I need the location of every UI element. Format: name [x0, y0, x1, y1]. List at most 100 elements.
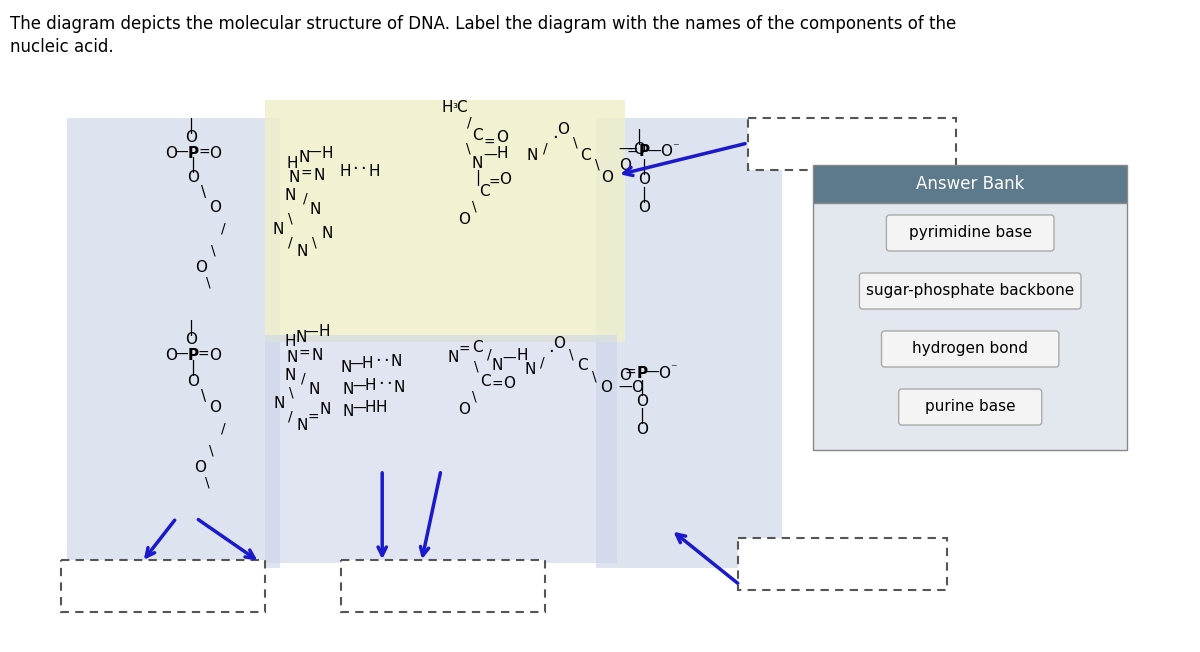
Text: /: / — [487, 347, 491, 361]
Text: \: \ — [209, 443, 214, 457]
Text: N: N — [390, 355, 402, 370]
Text: O: O — [636, 394, 648, 409]
Text: N: N — [274, 396, 284, 411]
Text: /: / — [288, 235, 293, 249]
Text: N: N — [296, 419, 307, 434]
Text: N: N — [312, 349, 323, 364]
Text: |: | — [191, 157, 196, 173]
Text: \: \ — [594, 158, 599, 172]
Text: —: — — [648, 145, 661, 159]
Text: \: \ — [211, 243, 216, 257]
Text: ·: · — [548, 343, 553, 361]
Text: \: \ — [206, 276, 211, 290]
Text: =: = — [301, 167, 312, 181]
Text: |: | — [641, 159, 647, 175]
Text: H: H — [442, 100, 452, 115]
Text: |: | — [640, 408, 644, 424]
Text: =: = — [198, 146, 210, 160]
Text: O: O — [553, 336, 565, 351]
Text: \: \ — [289, 386, 293, 400]
Text: H: H — [365, 379, 376, 394]
Bar — [748, 118, 956, 170]
Text: \: \ — [572, 136, 577, 150]
Text: —: — — [307, 146, 322, 160]
Text: H: H — [516, 349, 528, 364]
Text: ·: · — [376, 352, 382, 370]
Text: —: — — [350, 358, 364, 372]
Text: /: / — [221, 221, 226, 235]
Text: ·: · — [352, 160, 358, 178]
Bar — [67, 118, 281, 568]
Text: /: / — [301, 371, 306, 385]
Text: H: H — [376, 400, 386, 415]
Text: N: N — [310, 203, 322, 218]
Text: \: \ — [205, 475, 210, 489]
Text: O: O — [619, 368, 631, 383]
Text: N: N — [284, 188, 295, 203]
Text: O: O — [210, 145, 222, 160]
Text: —: — — [618, 143, 632, 157]
Text: H: H — [368, 164, 380, 179]
Text: C: C — [456, 100, 467, 115]
Text: /: / — [288, 409, 293, 423]
Text: N: N — [472, 155, 482, 171]
Text: pyrimidine base: pyrimidine base — [908, 226, 1032, 241]
Text: =: = — [484, 136, 494, 150]
Text: O: O — [638, 201, 650, 216]
Text: |: | — [191, 360, 196, 376]
Text: O: O — [659, 366, 671, 381]
Text: —: — — [484, 149, 497, 163]
Text: N: N — [448, 351, 458, 366]
Text: H: H — [284, 334, 296, 349]
Text: /: / — [221, 421, 226, 435]
Text: N: N — [296, 244, 307, 259]
Text: H: H — [365, 400, 376, 415]
Text: ⁻: ⁻ — [672, 141, 678, 155]
Text: O: O — [166, 348, 178, 363]
Text: H: H — [340, 164, 350, 179]
Text: |: | — [640, 380, 644, 396]
Text: O: O — [185, 333, 197, 348]
Text: —: — — [353, 402, 366, 416]
Bar — [596, 118, 782, 568]
Text: =: = — [488, 176, 499, 190]
Text: N: N — [287, 351, 298, 366]
Text: P: P — [187, 145, 199, 160]
Text: O: O — [187, 171, 199, 186]
Text: N: N — [284, 368, 295, 383]
Text: P: P — [638, 145, 649, 160]
Text: O: O — [210, 348, 222, 363]
Bar — [738, 538, 947, 590]
Text: The diagram depicts the molecular structure of DNA. Label the diagram with the n: The diagram depicts the molecular struct… — [10, 15, 956, 33]
Text: O: O — [619, 158, 631, 173]
Text: \: \ — [569, 348, 574, 362]
Text: —: — — [353, 380, 366, 394]
Text: =: = — [458, 343, 470, 357]
Text: N: N — [288, 171, 300, 186]
Text: O: O — [638, 173, 650, 188]
Text: H: H — [319, 323, 330, 338]
Text: O: O — [632, 143, 644, 158]
Text: ·: · — [378, 375, 384, 393]
Bar — [341, 560, 545, 612]
Text: =: = — [624, 366, 636, 380]
Text: \: \ — [288, 212, 293, 226]
Text: O: O — [187, 374, 199, 389]
Text: /: / — [542, 141, 547, 155]
FancyBboxPatch shape — [899, 389, 1042, 425]
FancyBboxPatch shape — [887, 215, 1054, 251]
Text: N: N — [319, 402, 331, 417]
Text: C: C — [472, 128, 482, 143]
Text: H: H — [497, 145, 509, 160]
Text: H: H — [287, 155, 298, 171]
Text: C: C — [480, 374, 491, 389]
Text: O: O — [499, 171, 511, 186]
Text: \: \ — [202, 186, 206, 201]
Text: /: / — [540, 355, 545, 369]
Text: C: C — [577, 359, 588, 374]
Text: O: O — [636, 422, 648, 437]
Text: =: = — [626, 145, 638, 159]
Text: O: O — [210, 200, 222, 215]
Text: —: — — [305, 326, 318, 340]
Text: O: O — [166, 145, 178, 160]
